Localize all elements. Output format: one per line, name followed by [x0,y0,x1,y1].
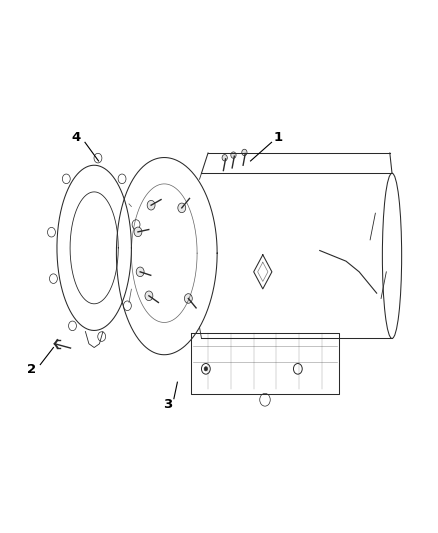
Circle shape [145,291,153,301]
Text: 2: 2 [28,363,36,376]
Circle shape [242,149,247,156]
Circle shape [204,367,208,371]
Circle shape [222,155,227,161]
Circle shape [147,200,155,210]
Text: 4: 4 [71,131,81,144]
Circle shape [134,227,142,237]
Circle shape [184,294,192,303]
Circle shape [231,152,236,158]
Text: 1: 1 [274,131,283,144]
Text: 3: 3 [163,398,173,410]
Circle shape [178,203,186,213]
Circle shape [136,267,144,277]
